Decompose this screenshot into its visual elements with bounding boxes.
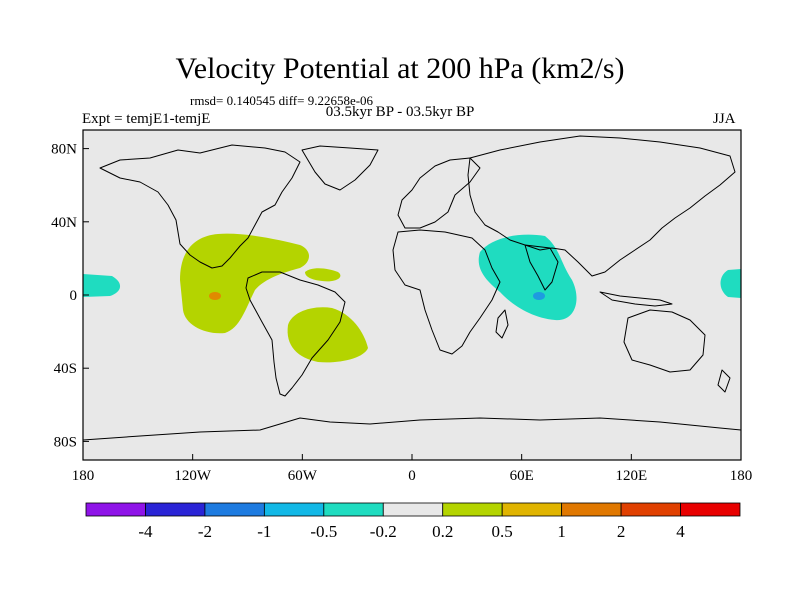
negative-anomaly-east-edge [720, 269, 741, 298]
x-tick-label: 60W [288, 468, 318, 484]
colorbar-swatch [85, 502, 146, 517]
y-tick-label: 40S [54, 361, 77, 377]
colorbar-swatch [145, 502, 206, 517]
x-tick-label: 180 [730, 468, 753, 484]
coastline-greenland [301, 145, 379, 191]
x-tick-label: 180 [72, 468, 95, 484]
period-label: 03.5kyr BP - 03.5kyr BP [325, 104, 475, 120]
x-tick-label: 120E [615, 468, 647, 484]
positive-anomaly-south-america [287, 307, 368, 363]
negative-anomaly-indian-ocean [478, 234, 577, 321]
coastline-antarctica [83, 417, 741, 441]
colorbar: -4 -2 -1 -0.5 -0.2 0.2 0.5 1 2 4 [85, 502, 741, 541]
colorbar-swatch [620, 502, 681, 517]
negative-anomaly-west-pacific-left [83, 274, 121, 297]
colorbar-swatch [561, 502, 622, 517]
colorbar-label: -0.5 [310, 522, 337, 541]
coastline-india [524, 244, 559, 291]
colorbar-swatch [501, 502, 563, 517]
stats-label: rmsd= 0.140545 diff= 9.22658e-06 [190, 93, 374, 108]
positive-anomaly-atlantic [305, 268, 341, 282]
coastline-africa [392, 229, 501, 355]
colorbar-label: 4 [676, 522, 685, 541]
x-tick-label: 60E [510, 468, 534, 484]
coastline-asia [467, 135, 736, 277]
colorbar-swatch [204, 502, 265, 517]
colorbar-swatch [442, 502, 503, 517]
y-tick-label: 80N [51, 142, 77, 158]
season-label: JJA [713, 111, 736, 127]
x-tick-label: 0 [408, 468, 416, 484]
y-tick-label: 0 [70, 288, 78, 304]
colorbar-swatch [323, 502, 384, 517]
coastline-madagascar [495, 309, 509, 339]
colorbar-label: -4 [138, 522, 153, 541]
colorbar-swatch [263, 502, 325, 517]
colorbar-swatch [680, 502, 741, 517]
y-tick-label: 80S [54, 434, 77, 450]
colorbar-label: 0.5 [492, 522, 513, 541]
positive-anomaly-central-america [180, 233, 309, 334]
y-tick-label: 40N [51, 215, 77, 231]
positive-core-marker [209, 292, 221, 300]
colorbar-label: 0.2 [432, 522, 453, 541]
colorbar-label: 2 [617, 522, 626, 541]
coastline-australia [623, 309, 706, 373]
colorbar-label: -0.2 [370, 522, 397, 541]
page-title: Velocity Potential at 200 hPa (km2/s) [175, 52, 625, 85]
colorbar-label: -1 [257, 522, 271, 541]
colorbar-label: 1 [557, 522, 566, 541]
coastline-new-zealand [717, 369, 731, 393]
colorbar-label: -2 [198, 522, 212, 541]
coastline-indonesia [599, 291, 673, 307]
negative-core-marker [533, 292, 545, 300]
coastline-north-america [99, 144, 301, 269]
experiment-label: Expt = temjE1-temjE [82, 111, 211, 127]
colorbar-swatch [382, 502, 444, 517]
coastline-south-america [245, 271, 346, 397]
coastline-europe [397, 157, 481, 229]
x-tick-label: 120W [174, 468, 212, 484]
